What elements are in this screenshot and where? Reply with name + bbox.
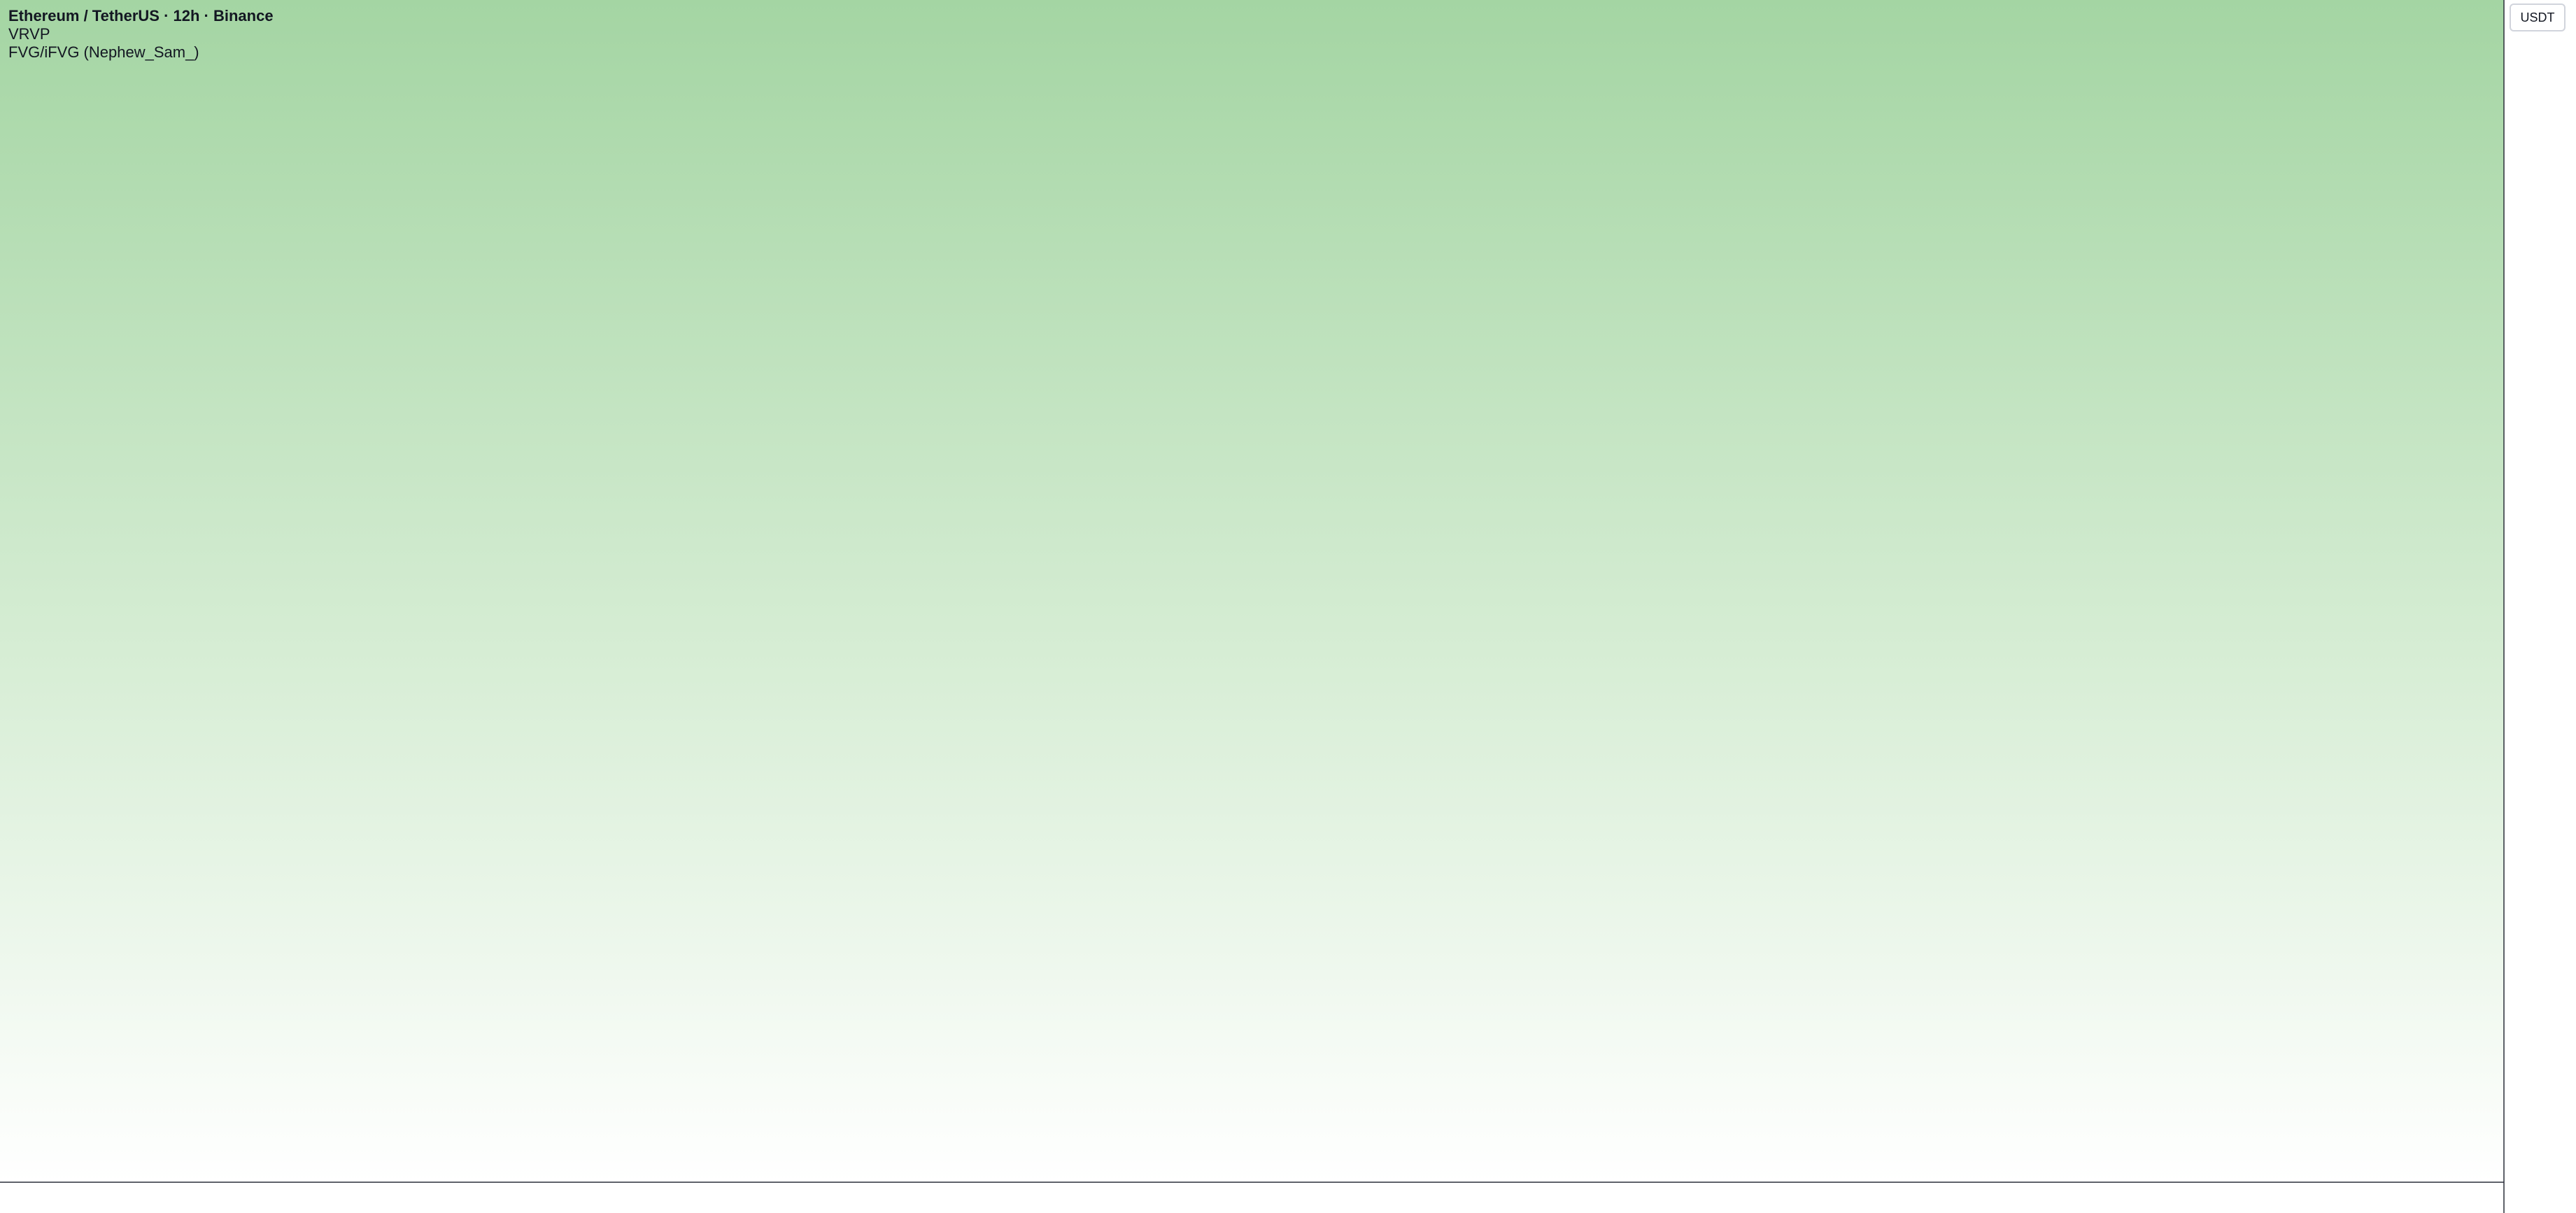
indicator-label: FVG/iFVG (Nephew_Sam_) [8,43,199,61]
price-axis-panel [2504,0,2576,1213]
currency-label[interactable]: USDT [2521,10,2555,24]
symbol-title: Ethereum / TetherUS · 12h · Binance [8,7,274,24]
time-axis-panel [0,1182,2504,1213]
plot-background [0,0,2504,1182]
indicator-label: VRVP [8,25,50,43]
currency-button[interactable] [2510,3,2566,31]
